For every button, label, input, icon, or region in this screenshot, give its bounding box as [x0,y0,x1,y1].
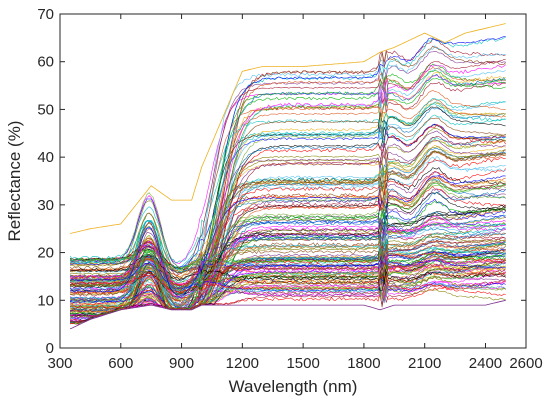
spectrum-line [70,174,506,297]
spectrum-line [69,215,506,298]
y-tick-label: 30 [37,197,54,214]
spectrum-line [69,130,506,290]
series-layer [69,23,506,330]
spectrum-line [70,253,506,292]
y-tick-label: 70 [37,6,54,23]
spectrum-line [70,280,506,317]
spectrum-line [70,245,506,311]
y-tick-label: 50 [37,101,54,118]
spectrum-line [70,135,506,318]
tick-layer: 300 600 900 1200 1500 1800 2100 2400 2600 0 10 20 30… [37,6,542,372]
spectrum-line [69,77,506,289]
spectrum-line [70,256,506,320]
spectrum-line [70,117,506,323]
spectrum-line [69,206,506,310]
x-tick-label: 2600 [509,355,542,372]
y-tick-label: 10 [37,292,54,309]
y-axis-label: Reflectance (%) [5,121,24,242]
x-tick-label: 1800 [347,355,380,372]
axes-box [59,13,527,349]
x-tick-label: 600 [108,355,133,372]
spectrum-line [69,97,506,263]
spectrum-line [70,168,506,325]
spectrum-line [69,114,506,269]
x-tick-label: 1500 [286,355,319,372]
spectrum-line [70,247,506,280]
spectrum-line [70,157,506,286]
spectrum-line [70,171,506,309]
spectrum-line [69,67,506,310]
x-tick-label: 2400 [469,355,502,372]
spectrum-line [69,262,506,292]
spectrum-line [69,70,506,316]
spectrum-line [70,198,506,320]
spectrum-line [70,227,506,281]
spectrum-line [69,74,506,296]
spectrum-line [69,67,506,278]
spectrum-line [69,123,506,268]
spectrum-line [69,150,506,292]
spectrum-line [69,255,506,293]
spectrum-line [69,103,506,270]
spectrum-line [70,45,506,312]
spectrum-line [69,124,506,311]
x-tick-label: 900 [169,355,194,372]
x-tick-label: 300 [47,355,72,372]
x-tick-label: 1200 [226,355,259,372]
spectrum-line [70,274,506,297]
y-tick-label: 60 [37,54,54,71]
y-tick-label: 0 [46,340,54,357]
envelope-upper-line [70,23,506,234]
spectrum-line [69,279,506,319]
spectrum-line [70,266,506,290]
spectrum-line [69,64,506,286]
spectrum-line [69,217,506,308]
spectrum-line [70,107,506,292]
spectrum-line [69,273,506,312]
envelope-lower-line [69,299,506,330]
y-tick-label: 20 [37,245,54,262]
spectrum-line [69,200,506,325]
spectrum-line [69,264,506,314]
x-axis-label: Wavelength (nm) [229,377,358,396]
spectrum-line [70,175,506,304]
spectrum-line [70,180,506,269]
x-tick-label: 2100 [408,355,441,372]
spectrum-line [70,246,506,275]
spectrum-line [69,276,506,304]
spectrum-line [69,146,506,274]
spectrum-line [69,74,506,264]
y-tick-label: 40 [37,149,54,166]
